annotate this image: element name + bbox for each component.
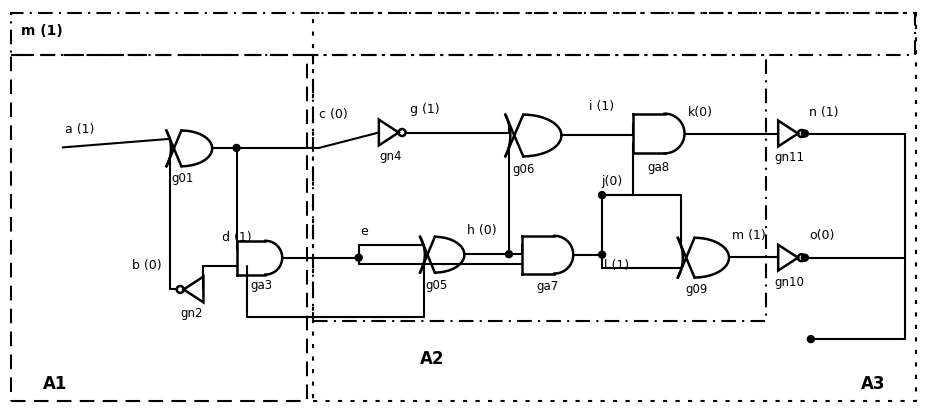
Text: gn2: gn2 <box>181 307 203 320</box>
Text: c (0): c (0) <box>319 108 348 121</box>
Text: g (1): g (1) <box>409 103 438 116</box>
Text: b (0): b (0) <box>132 259 161 272</box>
Bar <box>11 13 914 55</box>
Text: g01: g01 <box>171 172 194 185</box>
Text: ga7: ga7 <box>536 280 558 292</box>
Circle shape <box>505 251 512 258</box>
Text: m (1): m (1) <box>21 24 63 38</box>
Text: n (1): n (1) <box>808 106 837 119</box>
Bar <box>11 55 307 401</box>
Text: a (1): a (1) <box>65 124 94 136</box>
Text: k(0): k(0) <box>687 106 712 119</box>
Circle shape <box>233 144 240 151</box>
Text: h (0): h (0) <box>467 224 497 237</box>
Circle shape <box>806 336 814 343</box>
Circle shape <box>598 251 605 258</box>
Circle shape <box>598 192 605 198</box>
Text: o(0): o(0) <box>808 229 833 242</box>
Bar <box>312 55 765 321</box>
Text: ga3: ga3 <box>250 279 273 292</box>
Text: g09: g09 <box>684 283 707 297</box>
Text: g06: g06 <box>512 163 534 176</box>
Circle shape <box>801 254 807 261</box>
Text: i (1): i (1) <box>589 100 614 113</box>
Text: e: e <box>361 225 368 238</box>
Text: g05: g05 <box>425 279 447 292</box>
Text: A3: A3 <box>859 375 884 393</box>
Text: d (1): d (1) <box>222 231 251 244</box>
Text: m (1): m (1) <box>731 229 765 242</box>
Text: j(0): j(0) <box>601 175 622 188</box>
Bar <box>312 13 915 401</box>
Text: gn4: gn4 <box>379 151 401 163</box>
Text: A1: A1 <box>43 375 67 393</box>
Text: A2: A2 <box>420 350 444 368</box>
Text: l (1): l (1) <box>603 259 629 272</box>
Text: gn10: gn10 <box>774 275 804 289</box>
Text: gn11: gn11 <box>774 151 804 164</box>
Circle shape <box>355 254 362 261</box>
Circle shape <box>801 130 807 137</box>
Text: ga8: ga8 <box>647 161 669 174</box>
